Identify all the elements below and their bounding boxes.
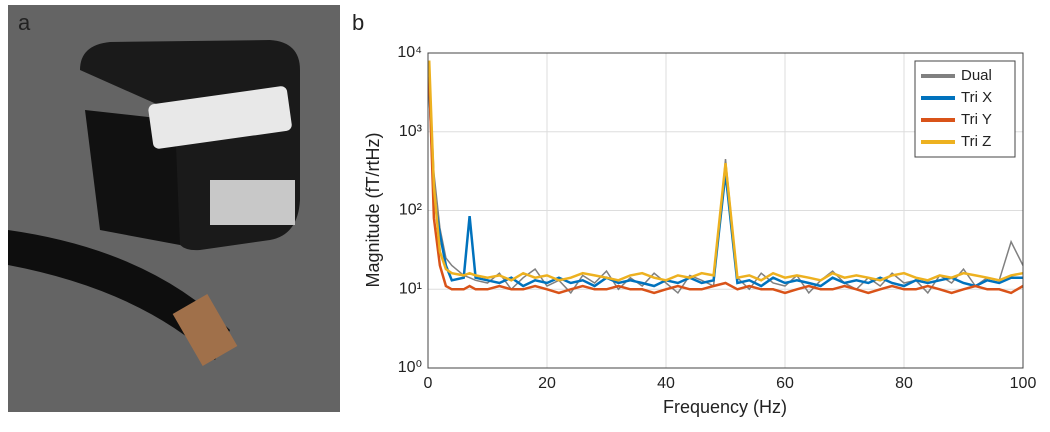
x-tick-label: 0 (424, 375, 433, 392)
series-line (427, 76, 1024, 295)
ribbon-cable (8, 230, 230, 360)
photo (8, 5, 340, 412)
x-tick-label: 40 (657, 375, 675, 392)
series-line (427, 84, 1023, 288)
panel-label: b (352, 10, 364, 35)
y-tick-label: 10³ (399, 123, 423, 140)
y-tick-label: 10⁰ (398, 359, 422, 376)
plot-frame (427, 52, 1024, 369)
legend-label: Dual (961, 67, 992, 84)
y-tick-label: 10¹ (399, 280, 422, 297)
y-tick-label: 10² (399, 202, 423, 219)
y-axis-label: Magnitude (fT/rtHz) (363, 132, 383, 287)
x-tick-label: 100 (1010, 375, 1037, 392)
series-line (427, 60, 1024, 282)
x-tick-label: 60 (776, 375, 794, 392)
x-axis-label: Frequency (Hz) (663, 397, 787, 417)
x-tick-label: 20 (538, 375, 556, 392)
legend-label: Tri Z (961, 133, 991, 150)
x-tick-label: 80 (895, 375, 913, 392)
legend-label: Tri X (961, 89, 992, 106)
connector (210, 180, 295, 225)
panel-label: a (18, 10, 31, 35)
cable-contacts (172, 294, 238, 366)
legend-label: Tri Y (961, 111, 992, 128)
device-label (148, 86, 292, 149)
y-tick-label: 10⁴ (397, 44, 422, 61)
